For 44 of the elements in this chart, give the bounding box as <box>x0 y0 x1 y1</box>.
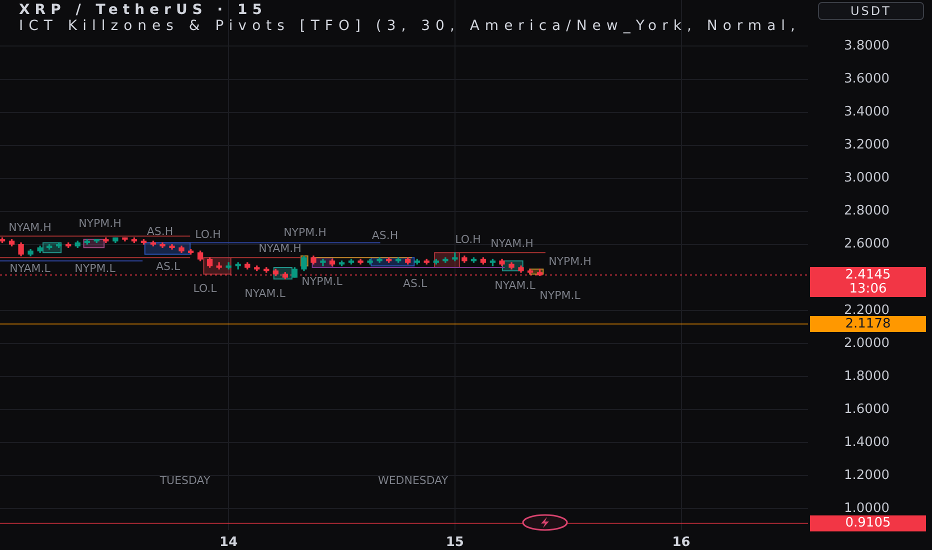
annotation: NYAM.L <box>10 262 52 275</box>
annotation: NYAM.H <box>8 220 52 234</box>
annotation: TUESDAY <box>158 474 210 487</box>
annotation: NYPM.H <box>548 254 592 268</box>
y-axis-title: USDT <box>818 2 924 20</box>
y-tick-label: 3.6000 <box>844 72 890 87</box>
text: ICT Killzones & Pivots [TFO] (3, 30, America/New_York, Normal, <box>19 18 800 34</box>
annotation: AS.H <box>146 224 174 238</box>
annotation: AS.L <box>402 276 428 290</box>
annotation: NYPM.L <box>540 288 582 302</box>
annotation: WEDNESDAY <box>378 474 448 487</box>
y-tick-label: 1.8000 <box>844 368 890 384</box>
y-tick-label: 3.4000 <box>844 104 890 120</box>
annotation: NYPM.L <box>302 274 344 288</box>
annotation: AS.H <box>372 228 398 242</box>
annotation: AS.L <box>156 260 181 273</box>
y-tick-label: 3.0000 <box>844 170 890 186</box>
annotation: LO.H <box>195 228 221 241</box>
x-tick-label: 16 <box>672 535 690 550</box>
ref-line-label: 2.1178 <box>845 316 891 332</box>
y-tick-label: 1.6000 <box>844 402 890 417</box>
y-tick-label: 2.2000 <box>844 302 890 318</box>
annotation: NYAM.L <box>494 278 536 292</box>
y-tick-label: 2.8000 <box>844 204 890 219</box>
annotation: LO.L <box>193 282 218 295</box>
ref-line-label: 0.9105 <box>845 516 891 531</box>
annotation: NYAM.H <box>490 236 534 250</box>
annotation: LO.H <box>455 232 481 246</box>
chart-title: XRP / TetherUS · 15 <box>19 2 267 18</box>
annotation: NYPM.H <box>284 226 326 239</box>
y-tick-label: 2.0000 <box>844 336 890 351</box>
y-tick-label: 1.2000 <box>844 468 890 483</box>
ref-line-label: 2.4145 13:06 <box>845 267 891 296</box>
x-tick-label: 15 <box>446 535 464 550</box>
y-tick-label: 2.6000 <box>844 236 890 252</box>
annotation: NYAM.H <box>258 242 302 255</box>
y-tick-label: 1.0000 <box>844 500 890 516</box>
x-tick-label: 14 <box>220 535 238 550</box>
annotation: NYPM.H <box>78 216 122 230</box>
annotation: NYPM.L <box>74 262 116 275</box>
annotation: NYAM.L <box>244 286 286 300</box>
y-tick-label: 3.8000 <box>844 38 890 54</box>
y-tick-label: 3.2000 <box>844 138 890 153</box>
y-tick-label: 1.4000 <box>844 434 890 450</box>
